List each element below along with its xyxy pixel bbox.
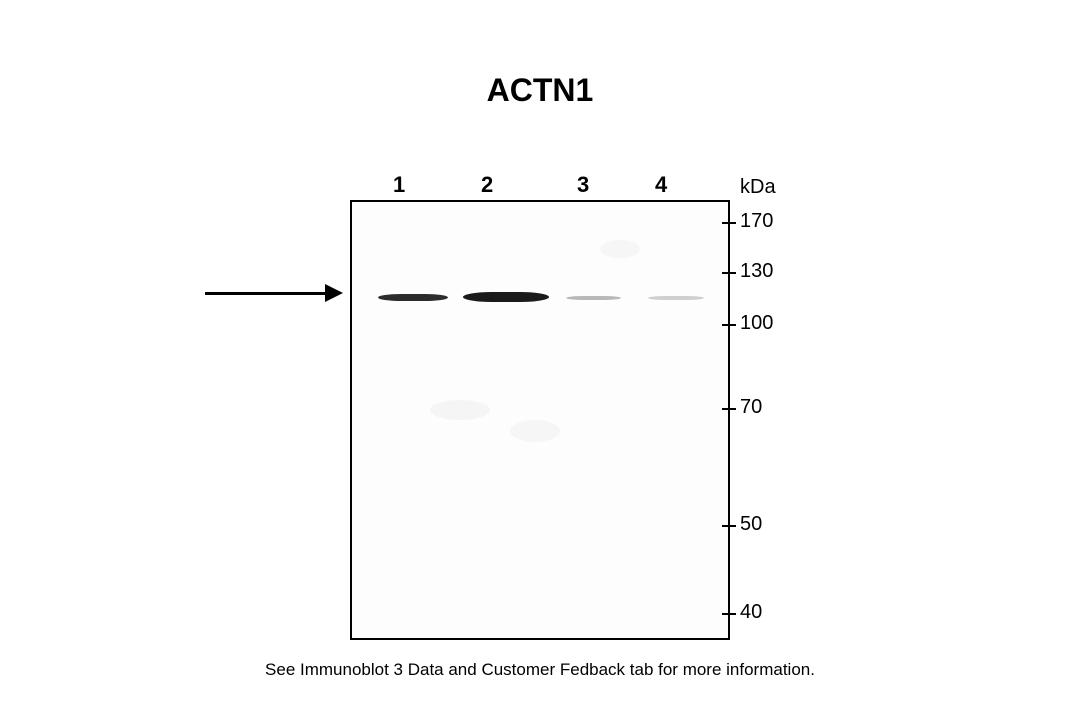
figure-title: ACTN1 — [487, 72, 594, 109]
lane-label-4: 4 — [655, 172, 667, 198]
band-lane-4 — [648, 296, 704, 300]
blot-noise-2 — [474, 560, 498, 574]
figure-caption: See Immunoblot 3 Data and Customer Fedba… — [265, 660, 815, 680]
arrow-shaft — [205, 292, 325, 295]
marker-tick-70 — [722, 408, 736, 410]
marker-label-170: 170 — [740, 210, 773, 233]
lane-label-3: 3 — [577, 172, 589, 198]
lane-label-1: 1 — [393, 172, 405, 198]
molecular-weight-unit: kDa — [740, 176, 776, 199]
marker-tick-50 — [722, 525, 736, 527]
marker-label-40: 40 — [740, 601, 762, 624]
marker-tick-170 — [722, 222, 736, 224]
band-lane-3 — [566, 296, 621, 300]
target-band-arrow — [205, 284, 343, 302]
marker-label-50: 50 — [740, 513, 762, 536]
marker-tick-100 — [722, 324, 736, 326]
lane-label-2: 2 — [481, 172, 493, 198]
blot-noise-3 — [510, 420, 560, 442]
band-lane-2 — [463, 292, 549, 302]
marker-tick-40 — [722, 613, 736, 615]
blot-noise-0 — [430, 400, 490, 420]
marker-label-130: 130 — [740, 260, 773, 283]
marker-tick-130 — [722, 272, 736, 274]
marker-label-70: 70 — [740, 396, 762, 419]
arrow-head-icon — [325, 284, 343, 302]
blot-noise-1 — [600, 240, 640, 258]
band-lane-1 — [378, 294, 448, 301]
marker-label-100: 100 — [740, 312, 773, 335]
